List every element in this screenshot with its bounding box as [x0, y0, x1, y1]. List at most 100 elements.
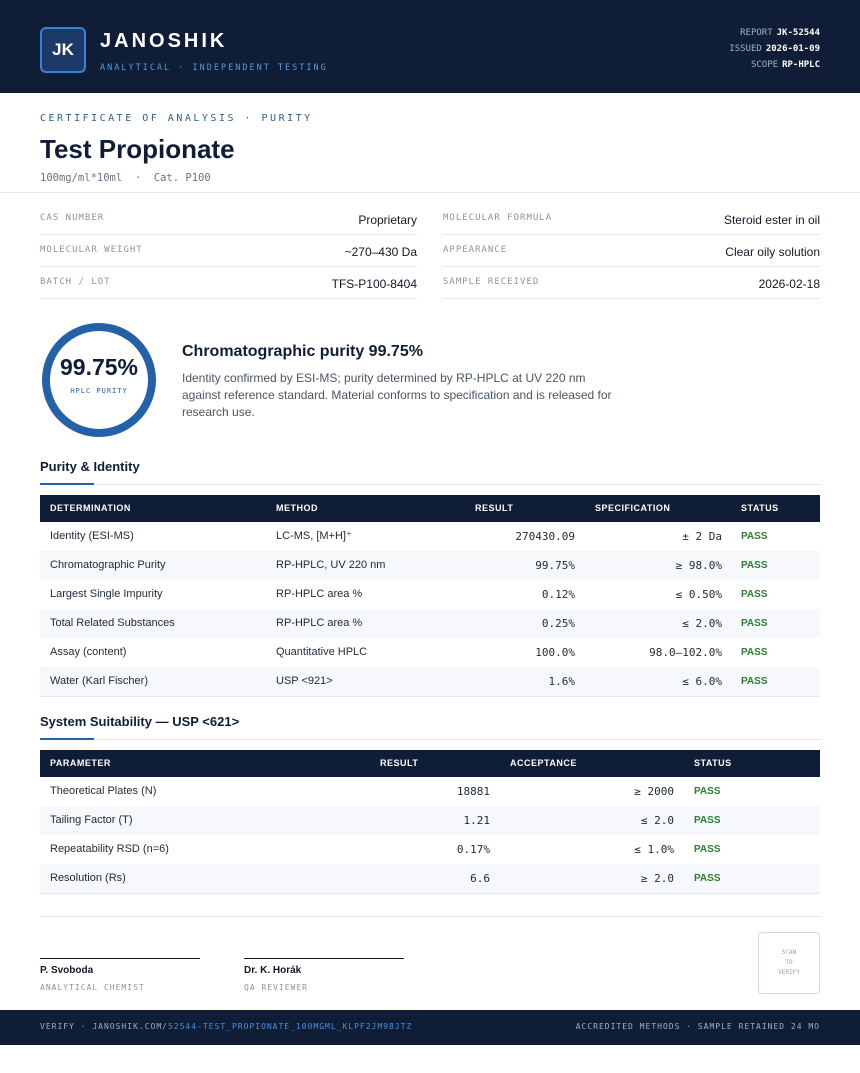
- section-title: Purity & Identity: [40, 459, 140, 474]
- table-row: [40, 864, 820, 894]
- column-header: SPECIFICATION: [595, 503, 671, 513]
- summary-body: Identity confirmed by ESI-MS; purity det…: [182, 371, 612, 419]
- footer-verify-text: VERIFY · JANOSHIK.COM/: [40, 1022, 168, 1031]
- cell: RP-HPLC area %: [276, 617, 363, 629]
- table-header: [40, 750, 820, 777]
- column-header: METHOD: [276, 503, 318, 513]
- tagline: ANALYTICAL · INDEPENDENT TESTING: [100, 63, 328, 73]
- product-title: Test Propionate: [40, 134, 235, 164]
- cell: RP-HPLC, UV 220 nm: [276, 559, 386, 571]
- divider: [0, 192, 860, 193]
- property-label: SAMPLE RECEIVED: [443, 277, 540, 287]
- column-header: PARAMETER: [50, 758, 111, 768]
- status: PASS: [694, 815, 721, 826]
- cell: 98.0–102.0%: [649, 646, 722, 659]
- qr-box: SCAN TO VERIFY: [758, 932, 820, 994]
- property-value: Steroid ester in oil: [723, 213, 820, 227]
- gauge: [42, 323, 156, 437]
- cell: 1.21: [463, 814, 491, 827]
- cell: ≤ 2.0%: [682, 617, 722, 630]
- property-label: CAS NUMBER: [40, 213, 105, 223]
- cell: ± 2 Da: [682, 530, 722, 543]
- qr-text: VERIFY: [778, 969, 800, 976]
- signature-line: [244, 958, 404, 959]
- section-accent: [40, 738, 94, 740]
- property-rule: [443, 298, 820, 299]
- property-label: APPEARANCE: [443, 245, 508, 255]
- table-row: [40, 522, 820, 552]
- property-rule: [443, 266, 820, 267]
- status: PASS: [741, 676, 768, 687]
- status: PASS: [741, 618, 768, 629]
- meta-value: JK-52544: [776, 28, 820, 38]
- status: PASS: [694, 786, 721, 797]
- property-value: TFS-P100-8404: [331, 277, 417, 291]
- status: PASS: [694, 844, 721, 855]
- section-accent: [40, 483, 94, 485]
- cell: ≤ 0.50%: [675, 588, 722, 601]
- cell: Total Related Substances: [50, 617, 175, 629]
- column-header: STATUS: [741, 503, 779, 513]
- cell: RP-HPLC area %: [276, 588, 363, 600]
- property-rule: [40, 298, 417, 299]
- property-value: 2026-02-18: [758, 277, 820, 291]
- table-row: [40, 551, 820, 581]
- summary-heading: Chromatographic purity 99.75%: [182, 343, 423, 360]
- column-header: RESULT: [380, 758, 419, 768]
- cell: 100.0%: [535, 646, 575, 659]
- qr-text: TO: [785, 959, 793, 966]
- meta-label: ISSUED: [729, 44, 762, 54]
- cell: Resolution (Rs): [50, 872, 126, 884]
- cell: ≤ 1.0%: [634, 843, 674, 856]
- cell: Identity (ESI-MS): [50, 530, 134, 542]
- cell: Repeatability RSD (n=6): [50, 843, 169, 855]
- cell: ≤ 6.0%: [682, 675, 722, 688]
- gauge-caption: HPLC PURITY: [70, 387, 128, 395]
- brand: JANOSHIK: [100, 30, 228, 52]
- cell: Tailing Factor (T): [50, 814, 133, 826]
- meta-value: RP-HPLC: [782, 60, 820, 70]
- cell: 18881: [456, 785, 490, 798]
- property-label: BATCH / LOT: [40, 277, 111, 287]
- qr-text: SCAN: [781, 949, 797, 956]
- cell: Assay (content): [50, 646, 127, 658]
- logo: JK: [40, 27, 86, 73]
- cell: 0.17%: [456, 843, 490, 856]
- column-header: STATUS: [694, 758, 732, 768]
- property-rule: [40, 234, 417, 235]
- divider: [40, 916, 820, 917]
- status: PASS: [694, 873, 721, 884]
- cell: ≤ 2.0: [640, 814, 674, 827]
- signature-role: QA REVIEWER: [244, 983, 308, 992]
- meta: REPORT JK-52544: [740, 28, 820, 38]
- property-rule: [443, 234, 820, 235]
- cell: 0.25%: [541, 617, 575, 630]
- footer-link[interactable]: 52544-TEST_PROPIONATE_100MGML_KLPF2JM98J…: [167, 1022, 413, 1031]
- property-value: ~270–430 Da: [344, 245, 417, 259]
- column-header: DETERMINATION: [50, 503, 131, 513]
- footer-right: ACCREDITED METHODS · SAMPLE RETAINED 24 …: [575, 1022, 820, 1031]
- property-label: MOLECULAR FORMULA: [443, 213, 553, 223]
- meta: SCOPE RP-HPLC: [751, 60, 820, 70]
- cell: 99.75%: [535, 559, 575, 572]
- section-title: System Suitability — USP <621>: [40, 714, 240, 729]
- meta-label: SCOPE: [750, 60, 779, 70]
- column-header: RESULT: [475, 503, 514, 513]
- signature-line: [40, 958, 200, 959]
- meta: ISSUED 2026-01-09: [729, 44, 820, 54]
- signature-name: Dr. K. Horák: [244, 965, 302, 976]
- status: PASS: [741, 531, 768, 542]
- status: PASS: [741, 647, 768, 658]
- cell: LC-MS, [M+H]⁺: [276, 530, 352, 542]
- property-rule: [40, 266, 417, 267]
- meta-label: REPORT: [740, 28, 773, 38]
- column-header: ACCEPTANCE: [510, 758, 577, 768]
- cell: 1.6%: [548, 675, 576, 688]
- signature-name: P. Svoboda: [40, 965, 94, 976]
- divider: [40, 739, 820, 740]
- divider: [40, 484, 820, 485]
- property-value: Clear oily solution: [725, 245, 820, 259]
- cell: ≥ 2.0: [640, 872, 674, 885]
- gauge-ring: [42, 323, 156, 437]
